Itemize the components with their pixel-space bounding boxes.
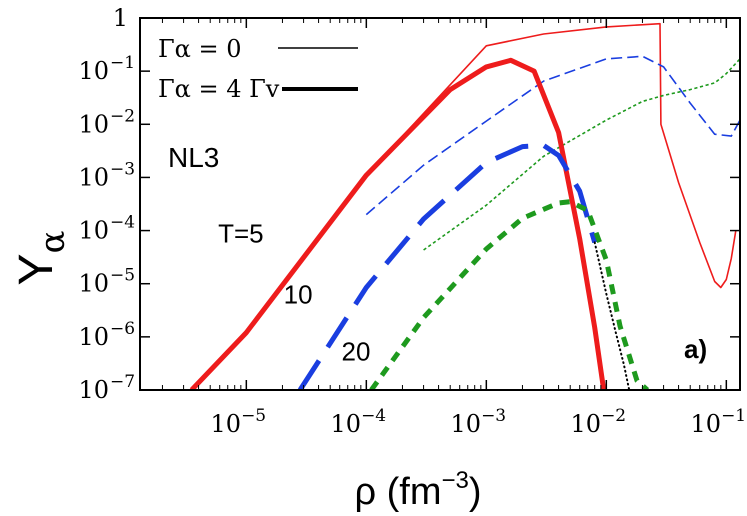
legend: Γα = 0 Γα = 4 Γv (158, 35, 358, 103)
x-tick-label: 10−3 (451, 406, 507, 438)
x-axis-label-exp: −3 (442, 467, 469, 494)
y-tick-label-exp: −7 (110, 372, 135, 392)
y-axis-label-sub: α (33, 230, 73, 253)
y-tick-label-exp: −3 (110, 159, 135, 179)
model-label: NL3 (168, 142, 219, 173)
panel-label: a) (684, 334, 707, 364)
temperature-label: 20 (342, 336, 371, 366)
series-t10-thick (297, 142, 598, 390)
y-tick-label: 10 (78, 110, 109, 138)
y-tick-label: 10 (78, 163, 109, 191)
tick-layer: 10−5 10−4 10−3 10−2 10−1110101010101010−1−2−… (78, 4, 746, 438)
y-tick-label-exp: −6 (110, 319, 135, 339)
plot-frame (139, 17, 741, 391)
legend-entry-thin: Γα = 0 (158, 35, 358, 63)
y-axis-label-main: Y (10, 253, 63, 285)
y-tick-label: 1 (113, 4, 128, 32)
y-tick-label: 10 (78, 323, 109, 351)
y-tick-label-exp: −1 (110, 53, 135, 73)
series-t10-dotted-tail (593, 241, 631, 390)
legend-entry-thick: Γα = 4 Γv (158, 75, 358, 103)
x-tick-label: 10−5 (211, 406, 267, 438)
x-axis-label-main: ρ (fm (354, 471, 441, 513)
x-tick-label: 10−2 (571, 406, 627, 438)
legend-label-thin: Γα = 0 (158, 35, 242, 63)
x-tick-label: 10−1 (691, 406, 747, 438)
series-layer (189, 22, 740, 390)
y-tick-label-exp: −2 (110, 106, 135, 126)
series-t20-thick (369, 199, 650, 390)
temperature-label: 10 (284, 280, 313, 310)
temperature-labels: T=5 10 20 (218, 218, 370, 366)
y-tick-label: 10 (78, 57, 109, 85)
series-t5-thick (189, 57, 607, 390)
y-tick-label: 10 (78, 376, 109, 404)
x-tick-label: 10−4 (331, 406, 387, 438)
y-tick-label-exp: −5 (110, 266, 135, 286)
legend-label-thick: Γα = 4 Γv (158, 75, 280, 103)
series-t10-thin (365, 55, 740, 216)
y-tick-label: 10 (78, 270, 109, 298)
y-tick-label: 10 (78, 217, 109, 245)
temperature-label: T=5 (218, 218, 264, 248)
x-axis-label: ρ (fm−3) (354, 467, 481, 513)
y-axis-label: Yα (10, 230, 73, 285)
x-axis-label-close: ) (469, 471, 482, 513)
y-tick-label-exp: −4 (110, 213, 135, 233)
